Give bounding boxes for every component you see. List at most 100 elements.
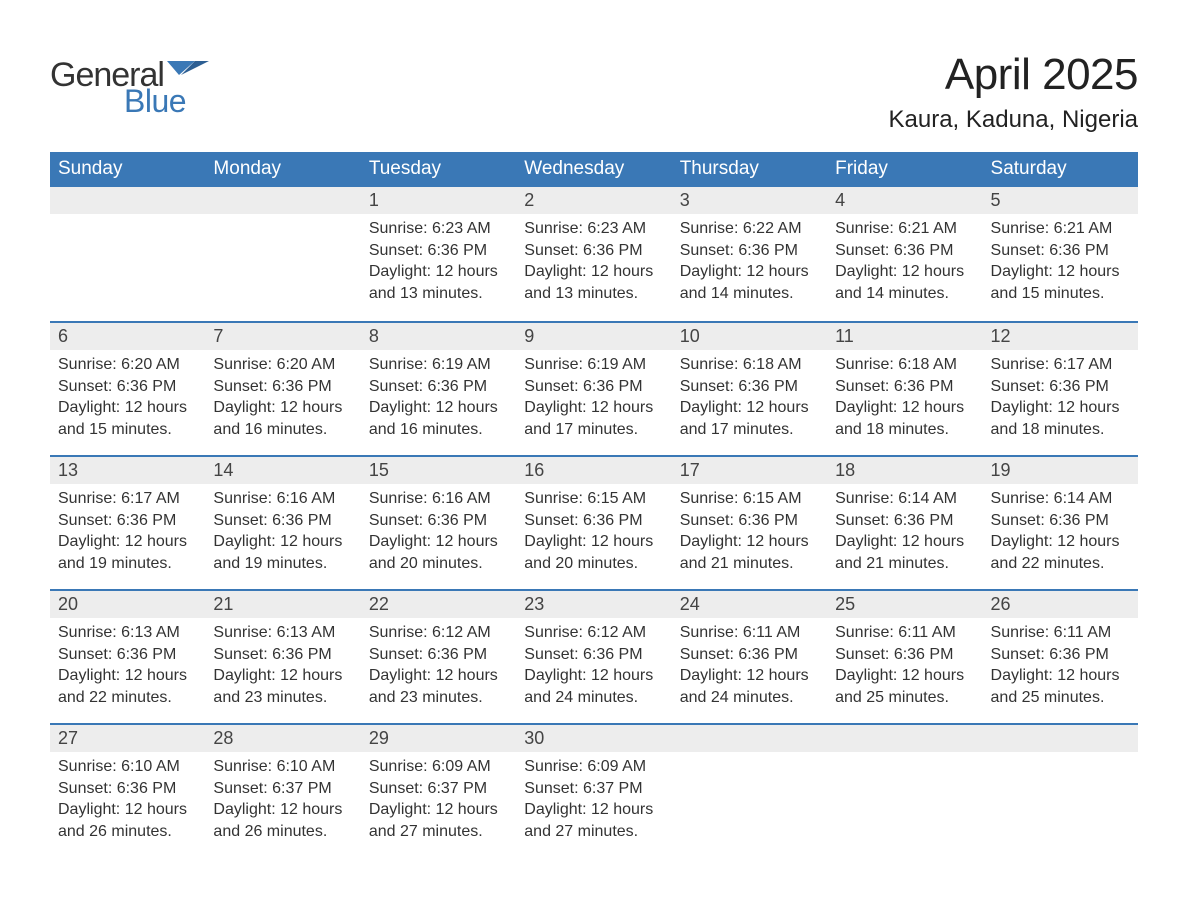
day-content: Sunrise: 6:14 AMSunset: 6:36 PMDaylight:… — [983, 484, 1138, 582]
day-daylight2-line: and 17 minutes. — [524, 419, 663, 441]
day-daylight1-line: Daylight: 12 hours — [835, 397, 974, 419]
calendar-cell: 18Sunrise: 6:14 AMSunset: 6:36 PMDayligh… — [827, 455, 982, 589]
day-sunrise-line: Sunrise: 6:17 AM — [991, 354, 1130, 376]
day-sunrise-line: Sunrise: 6:11 AM — [835, 622, 974, 644]
calendar-cell: 27Sunrise: 6:10 AMSunset: 6:36 PMDayligh… — [50, 723, 205, 857]
calendar-table: SundayMondayTuesdayWednesdayThursdayFrid… — [50, 152, 1138, 857]
day-daylight1-line: Daylight: 12 hours — [991, 397, 1130, 419]
day-number-strip — [50, 187, 205, 214]
calendar-cell — [50, 187, 205, 321]
day-daylight2-line: and 23 minutes. — [369, 687, 508, 709]
weekday-header: Monday — [205, 152, 360, 187]
day-daylight1-line: Daylight: 12 hours — [835, 665, 974, 687]
day-sunset-line: Sunset: 6:36 PM — [58, 644, 197, 666]
day-number-strip: 4 — [827, 187, 982, 214]
day-content: Sunrise: 6:22 AMSunset: 6:36 PMDaylight:… — [672, 214, 827, 312]
day-daylight1-line: Daylight: 12 hours — [58, 397, 197, 419]
day-sunrise-line: Sunrise: 6:18 AM — [835, 354, 974, 376]
day-sunrise-line: Sunrise: 6:11 AM — [991, 622, 1130, 644]
day-daylight1-line: Daylight: 12 hours — [835, 261, 974, 283]
calendar-cell: 15Sunrise: 6:16 AMSunset: 6:36 PMDayligh… — [361, 455, 516, 589]
day-content: Sunrise: 6:23 AMSunset: 6:36 PMDaylight:… — [361, 214, 516, 312]
day-sunrise-line: Sunrise: 6:23 AM — [369, 218, 508, 240]
day-daylight2-line: and 14 minutes. — [680, 283, 819, 305]
calendar-cell: 14Sunrise: 6:16 AMSunset: 6:36 PMDayligh… — [205, 455, 360, 589]
calendar-week-row: 6Sunrise: 6:20 AMSunset: 6:36 PMDaylight… — [50, 321, 1138, 455]
calendar-cell — [205, 187, 360, 321]
day-sunset-line: Sunset: 6:36 PM — [524, 644, 663, 666]
day-sunset-line: Sunset: 6:37 PM — [369, 778, 508, 800]
day-daylight2-line: and 24 minutes. — [524, 687, 663, 709]
day-sunrise-line: Sunrise: 6:20 AM — [213, 354, 352, 376]
day-sunrise-line: Sunrise: 6:14 AM — [835, 488, 974, 510]
day-sunset-line: Sunset: 6:36 PM — [369, 240, 508, 262]
day-daylight2-line: and 21 minutes. — [680, 553, 819, 575]
calendar-cell — [672, 723, 827, 857]
day-number-strip — [983, 723, 1138, 752]
day-number-strip: 22 — [361, 589, 516, 618]
day-content: Sunrise: 6:16 AMSunset: 6:36 PMDaylight:… — [361, 484, 516, 582]
day-daylight1-line: Daylight: 12 hours — [835, 531, 974, 553]
day-sunrise-line: Sunrise: 6:17 AM — [58, 488, 197, 510]
day-daylight1-line: Daylight: 12 hours — [369, 665, 508, 687]
day-content: Sunrise: 6:17 AMSunset: 6:36 PMDaylight:… — [50, 484, 205, 582]
day-sunrise-line: Sunrise: 6:19 AM — [369, 354, 508, 376]
day-content: Sunrise: 6:13 AMSunset: 6:36 PMDaylight:… — [50, 618, 205, 716]
day-sunrise-line: Sunrise: 6:23 AM — [524, 218, 663, 240]
calendar-cell: 30Sunrise: 6:09 AMSunset: 6:37 PMDayligh… — [516, 723, 671, 857]
day-daylight2-line: and 18 minutes. — [991, 419, 1130, 441]
day-sunset-line: Sunset: 6:36 PM — [524, 376, 663, 398]
day-daylight2-line: and 15 minutes. — [58, 419, 197, 441]
day-daylight2-line: and 23 minutes. — [213, 687, 352, 709]
day-number-strip: 20 — [50, 589, 205, 618]
day-sunset-line: Sunset: 6:36 PM — [835, 644, 974, 666]
calendar-cell: 12 Sunrise: 6:17 AMSunset: 6:36 PMDayligh… — [983, 321, 1138, 455]
day-daylight1-line: Daylight: 12 hours — [369, 261, 508, 283]
day-sunset-line: Sunset: 6:36 PM — [213, 376, 352, 398]
day-sunrise-line: Sunrise: 6:10 AM — [213, 756, 352, 778]
day-content: Sunrise: 6:19 AMSunset: 6:36 PMDaylight:… — [516, 350, 671, 448]
day-daylight1-line: Daylight: 12 hours — [213, 397, 352, 419]
calendar-cell: 11Sunrise: 6:18 AMSunset: 6:36 PMDayligh… — [827, 321, 982, 455]
day-daylight1-line: Daylight: 12 hours — [213, 531, 352, 553]
day-number-strip: 24 — [672, 589, 827, 618]
calendar-cell: 28Sunrise: 6:10 AMSunset: 6:37 PMDayligh… — [205, 723, 360, 857]
day-number-strip — [205, 187, 360, 214]
day-content: Sunrise: 6:10 AMSunset: 6:37 PMDaylight:… — [205, 752, 360, 850]
day-number-strip: 12 — [983, 321, 1138, 350]
calendar-cell: 17Sunrise: 6:15 AMSunset: 6:36 PMDayligh… — [672, 455, 827, 589]
day-number-strip: 13 — [50, 455, 205, 484]
day-daylight2-line: and 22 minutes. — [991, 553, 1130, 575]
calendar-head: SundayMondayTuesdayWednesdayThursdayFrid… — [50, 152, 1138, 187]
day-number-strip — [672, 723, 827, 752]
weekday-header: Wednesday — [516, 152, 671, 187]
calendar-cell: 1Sunrise: 6:23 AMSunset: 6:36 PMDaylight… — [361, 187, 516, 321]
calendar-cell: 4Sunrise: 6:21 AMSunset: 6:36 PMDaylight… — [827, 187, 982, 321]
calendar-cell: 23Sunrise: 6:12 AMSunset: 6:36 PMDayligh… — [516, 589, 671, 723]
day-daylight2-line: and 13 minutes. — [524, 283, 663, 305]
day-daylight2-line: and 24 minutes. — [680, 687, 819, 709]
day-sunset-line: Sunset: 6:36 PM — [680, 510, 819, 532]
day-sunset-line: Sunset: 6:36 PM — [991, 376, 1130, 398]
location-text: Kaura, Kaduna, Nigeria — [889, 106, 1139, 134]
day-daylight2-line: and 27 minutes. — [524, 821, 663, 843]
day-number-strip: 16 — [516, 455, 671, 484]
weekday-header: Tuesday — [361, 152, 516, 187]
day-daylight1-line: Daylight: 12 hours — [369, 531, 508, 553]
day-sunset-line: Sunset: 6:36 PM — [991, 644, 1130, 666]
day-daylight1-line: Daylight: 12 hours — [680, 531, 819, 553]
day-content: Sunrise: 6:11 AMSunset: 6:36 PMDaylight:… — [983, 618, 1138, 716]
day-daylight2-line: and 21 minutes. — [835, 553, 974, 575]
calendar-cell — [983, 723, 1138, 857]
day-sunset-line: Sunset: 6:36 PM — [58, 376, 197, 398]
calendar-cell: 2Sunrise: 6:23 AMSunset: 6:36 PMDaylight… — [516, 187, 671, 321]
day-daylight2-line: and 22 minutes. — [58, 687, 197, 709]
day-content: Sunrise: 6:15 AMSunset: 6:36 PMDaylight:… — [672, 484, 827, 582]
day-content: Sunrise: 6:20 AMSunset: 6:36 PMDaylight:… — [50, 350, 205, 448]
day-number-strip: 29 — [361, 723, 516, 752]
day-content: Sunrise: 6:21 AMSunset: 6:36 PMDaylight:… — [983, 214, 1138, 312]
day-sunrise-line: Sunrise: 6:13 AM — [58, 622, 197, 644]
day-number-strip: 21 — [205, 589, 360, 618]
day-daylight2-line: and 13 minutes. — [369, 283, 508, 305]
day-sunset-line: Sunset: 6:36 PM — [680, 376, 819, 398]
